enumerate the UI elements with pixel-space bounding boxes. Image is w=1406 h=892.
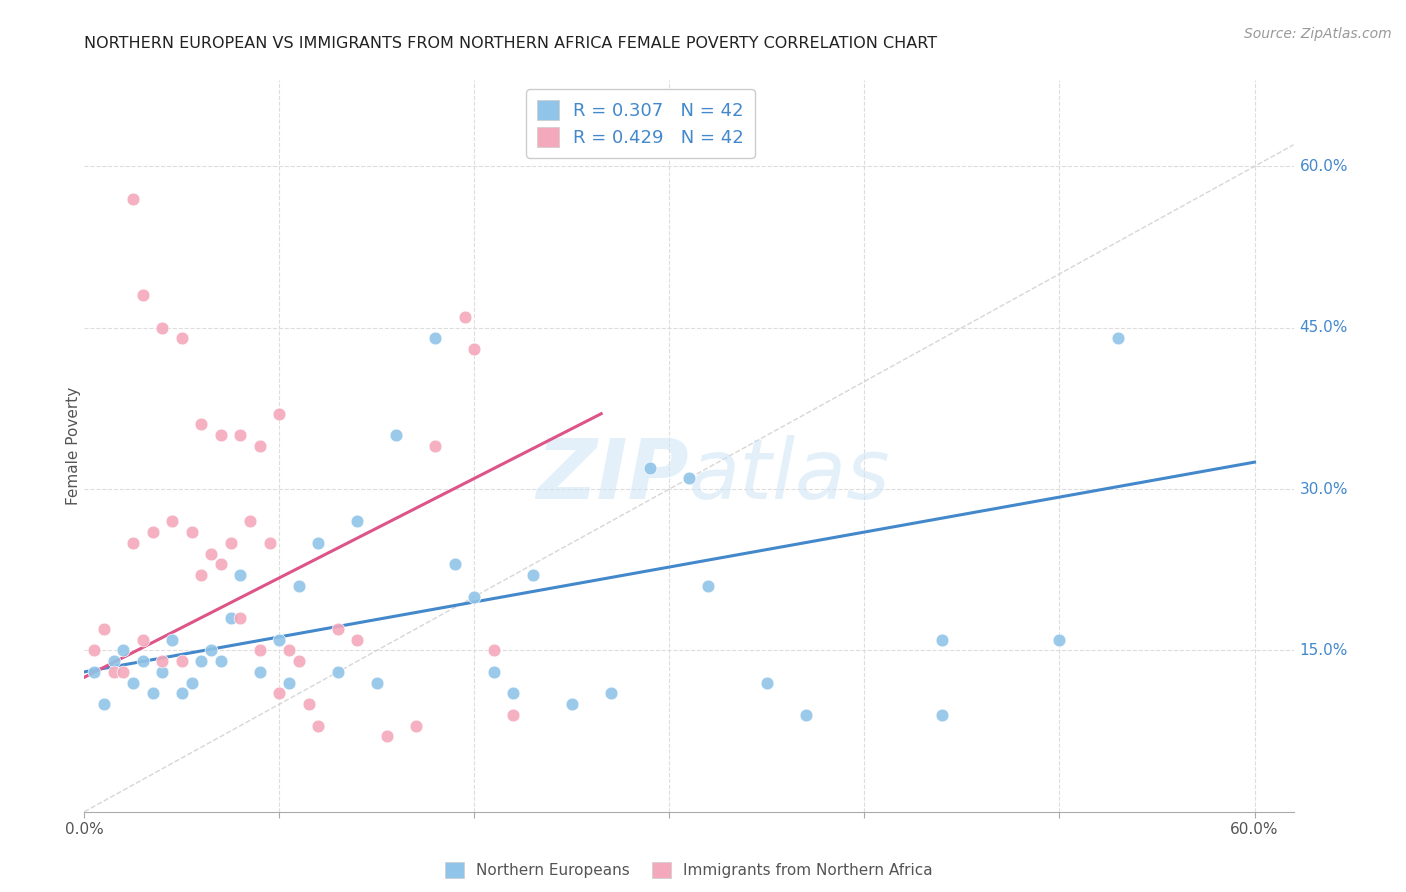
Point	[200, 643, 222, 657]
Point	[307, 719, 329, 733]
Point	[190, 568, 212, 582]
Point	[678, 471, 700, 485]
Y-axis label: Female Poverty: Female Poverty	[66, 387, 80, 505]
Point	[326, 665, 349, 679]
Point	[697, 579, 720, 593]
Point	[366, 675, 388, 690]
Point	[219, 611, 242, 625]
Point	[190, 654, 212, 668]
Point	[502, 707, 524, 722]
Point	[150, 665, 173, 679]
Text: atlas: atlas	[689, 434, 890, 516]
Point	[132, 632, 155, 647]
Point	[150, 320, 173, 334]
Point	[132, 654, 155, 668]
Text: 30.0%: 30.0%	[1299, 482, 1348, 497]
Point	[160, 514, 183, 528]
Point	[170, 686, 193, 700]
Point	[103, 654, 125, 668]
Point	[249, 439, 271, 453]
Point	[288, 579, 311, 593]
Point	[1049, 632, 1071, 647]
Point	[170, 654, 193, 668]
Point	[278, 643, 301, 657]
Point	[122, 675, 145, 690]
Point	[755, 675, 778, 690]
Point	[160, 632, 183, 647]
Point	[346, 514, 368, 528]
Point	[239, 514, 262, 528]
Point	[307, 536, 329, 550]
Point	[209, 654, 232, 668]
Point	[249, 665, 271, 679]
Text: 15.0%: 15.0%	[1299, 643, 1348, 658]
Point	[444, 558, 467, 572]
Point	[209, 428, 232, 442]
Point	[794, 707, 817, 722]
Point	[269, 407, 291, 421]
Point	[561, 697, 583, 711]
Point	[1107, 331, 1129, 345]
Text: ZIP: ZIP	[536, 434, 689, 516]
Point	[180, 524, 202, 539]
Point	[638, 460, 661, 475]
Point	[229, 611, 252, 625]
Point	[453, 310, 475, 324]
Point	[112, 643, 135, 657]
Point	[269, 686, 291, 700]
Point	[219, 536, 242, 550]
Point	[931, 632, 953, 647]
Point	[463, 342, 485, 356]
Point	[150, 654, 173, 668]
Point	[259, 536, 281, 550]
Point	[229, 428, 252, 442]
Point	[425, 439, 447, 453]
Point	[142, 686, 165, 700]
Point	[180, 675, 202, 690]
Point	[298, 697, 321, 711]
Point	[278, 675, 301, 690]
Point	[385, 428, 408, 442]
Point	[346, 632, 368, 647]
Point	[132, 288, 155, 302]
Point	[931, 707, 953, 722]
Point	[405, 719, 427, 733]
Point	[375, 730, 398, 744]
Point	[482, 665, 505, 679]
Point	[93, 697, 115, 711]
Point	[170, 331, 193, 345]
Legend: Northern Europeans, Immigrants from Northern Africa: Northern Europeans, Immigrants from Nort…	[439, 855, 939, 885]
Point	[142, 524, 165, 539]
Point	[522, 568, 544, 582]
Point	[122, 536, 145, 550]
Point	[103, 665, 125, 679]
Point	[482, 643, 505, 657]
Point	[83, 643, 105, 657]
Point	[200, 547, 222, 561]
Point	[112, 665, 135, 679]
Point	[463, 590, 485, 604]
Point	[93, 622, 115, 636]
Point	[269, 632, 291, 647]
Text: NORTHERN EUROPEAN VS IMMIGRANTS FROM NORTHERN AFRICA FEMALE POVERTY CORRELATION : NORTHERN EUROPEAN VS IMMIGRANTS FROM NOR…	[84, 36, 938, 51]
Point	[326, 622, 349, 636]
Point	[209, 558, 232, 572]
Point	[83, 665, 105, 679]
Point	[249, 643, 271, 657]
Point	[122, 192, 145, 206]
Text: 45.0%: 45.0%	[1299, 320, 1348, 335]
Point	[425, 331, 447, 345]
Point	[229, 568, 252, 582]
Point	[600, 686, 623, 700]
Point	[190, 417, 212, 432]
Text: 60.0%: 60.0%	[1299, 159, 1348, 174]
Point	[288, 654, 311, 668]
Text: Source: ZipAtlas.com: Source: ZipAtlas.com	[1244, 27, 1392, 41]
Point	[502, 686, 524, 700]
